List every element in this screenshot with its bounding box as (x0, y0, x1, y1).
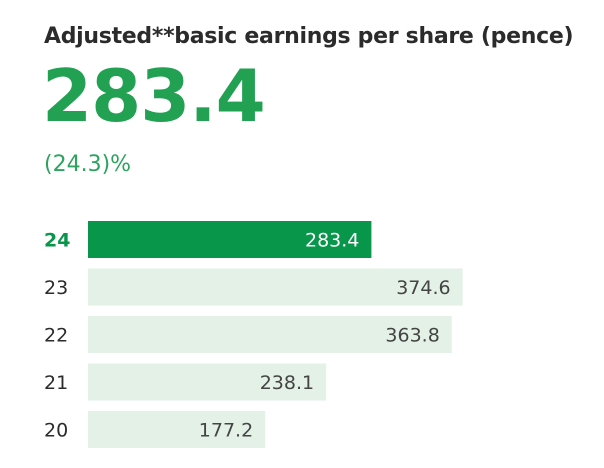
value-label-20: 177.2 (199, 420, 253, 442)
category-label-24: 24 (44, 230, 70, 252)
chart-title: Adjusted**basic earnings per share (penc… (44, 24, 574, 49)
value-label-24: 283.4 (305, 230, 359, 252)
category-label-23: 23 (44, 277, 68, 299)
bar-21 (88, 363, 327, 401)
bar-22 (88, 316, 452, 353)
value-label-23: 374.6 (396, 277, 450, 299)
category-label-22: 22 (44, 325, 68, 347)
headline-value: 283.4 (42, 54, 266, 138)
category-label-21: 21 (44, 372, 68, 394)
bar-20 (88, 411, 266, 448)
category-label-20: 20 (44, 420, 68, 442)
bar-24 (88, 221, 372, 258)
value-label-21: 238.1 (260, 372, 314, 394)
value-label-22: 363.8 (385, 325, 439, 347)
percent-change: (24.3)% (44, 152, 132, 177)
bar-23 (88, 268, 463, 306)
